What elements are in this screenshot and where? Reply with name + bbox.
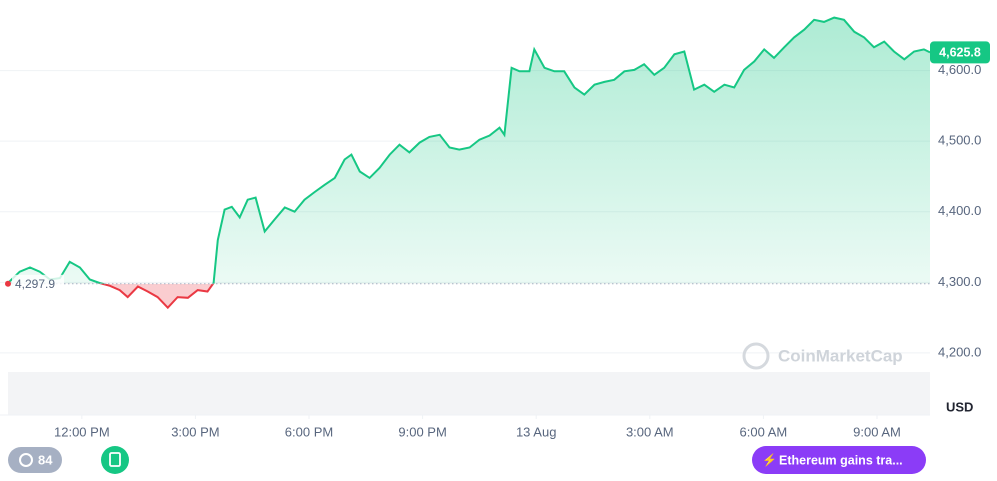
series-group [7,16,930,310]
x-tick-label: 13 Aug [516,424,557,439]
line-below [98,283,215,310]
y-tick-label: 4,500.0 [938,133,981,148]
x-tick-label: 6:00 AM [740,424,788,439]
last-price-tag [930,41,990,64]
baseline-label-bg [12,274,64,293]
line-above [7,16,930,284]
y-tick-label: 4,200.0 [938,344,981,359]
history-badge: 84 [8,447,62,473]
history-count: 84 [38,452,53,467]
svg-text:⚡: ⚡ [762,453,777,467]
x-tick-label: 3:00 AM [626,424,674,439]
y-tick-label: 4,400.0 [938,203,981,218]
watermark-text: CoinMarketCap [778,346,903,365]
volume-band [8,372,930,415]
y-unit: USD [946,399,973,414]
last-price-label: 4,625.8 [939,46,981,60]
x-tick-label: 9:00 PM [398,424,446,439]
area-below [102,283,214,308]
x-tick-label: 12:00 PM [54,424,110,439]
news-text: Ethereum gains tra... [779,453,903,467]
watermark: CoinMarketCap [742,342,903,370]
doc-icon[interactable] [101,446,129,474]
x-tick-label: 6:00 PM [285,424,333,439]
x-tick-label: 9:00 AM [853,424,901,439]
news-pill[interactable]: ⚡ Ethereum gains tra... [752,446,926,474]
baseline-dot [5,280,11,287]
y-tick-label: 4,300.0 [938,274,981,289]
y-tick-label: 4,600.0 [938,62,981,77]
baseline-label: 4,297.9 [15,277,55,291]
area-above [8,17,930,284]
x-tick-label: 3:00 PM [171,424,219,439]
